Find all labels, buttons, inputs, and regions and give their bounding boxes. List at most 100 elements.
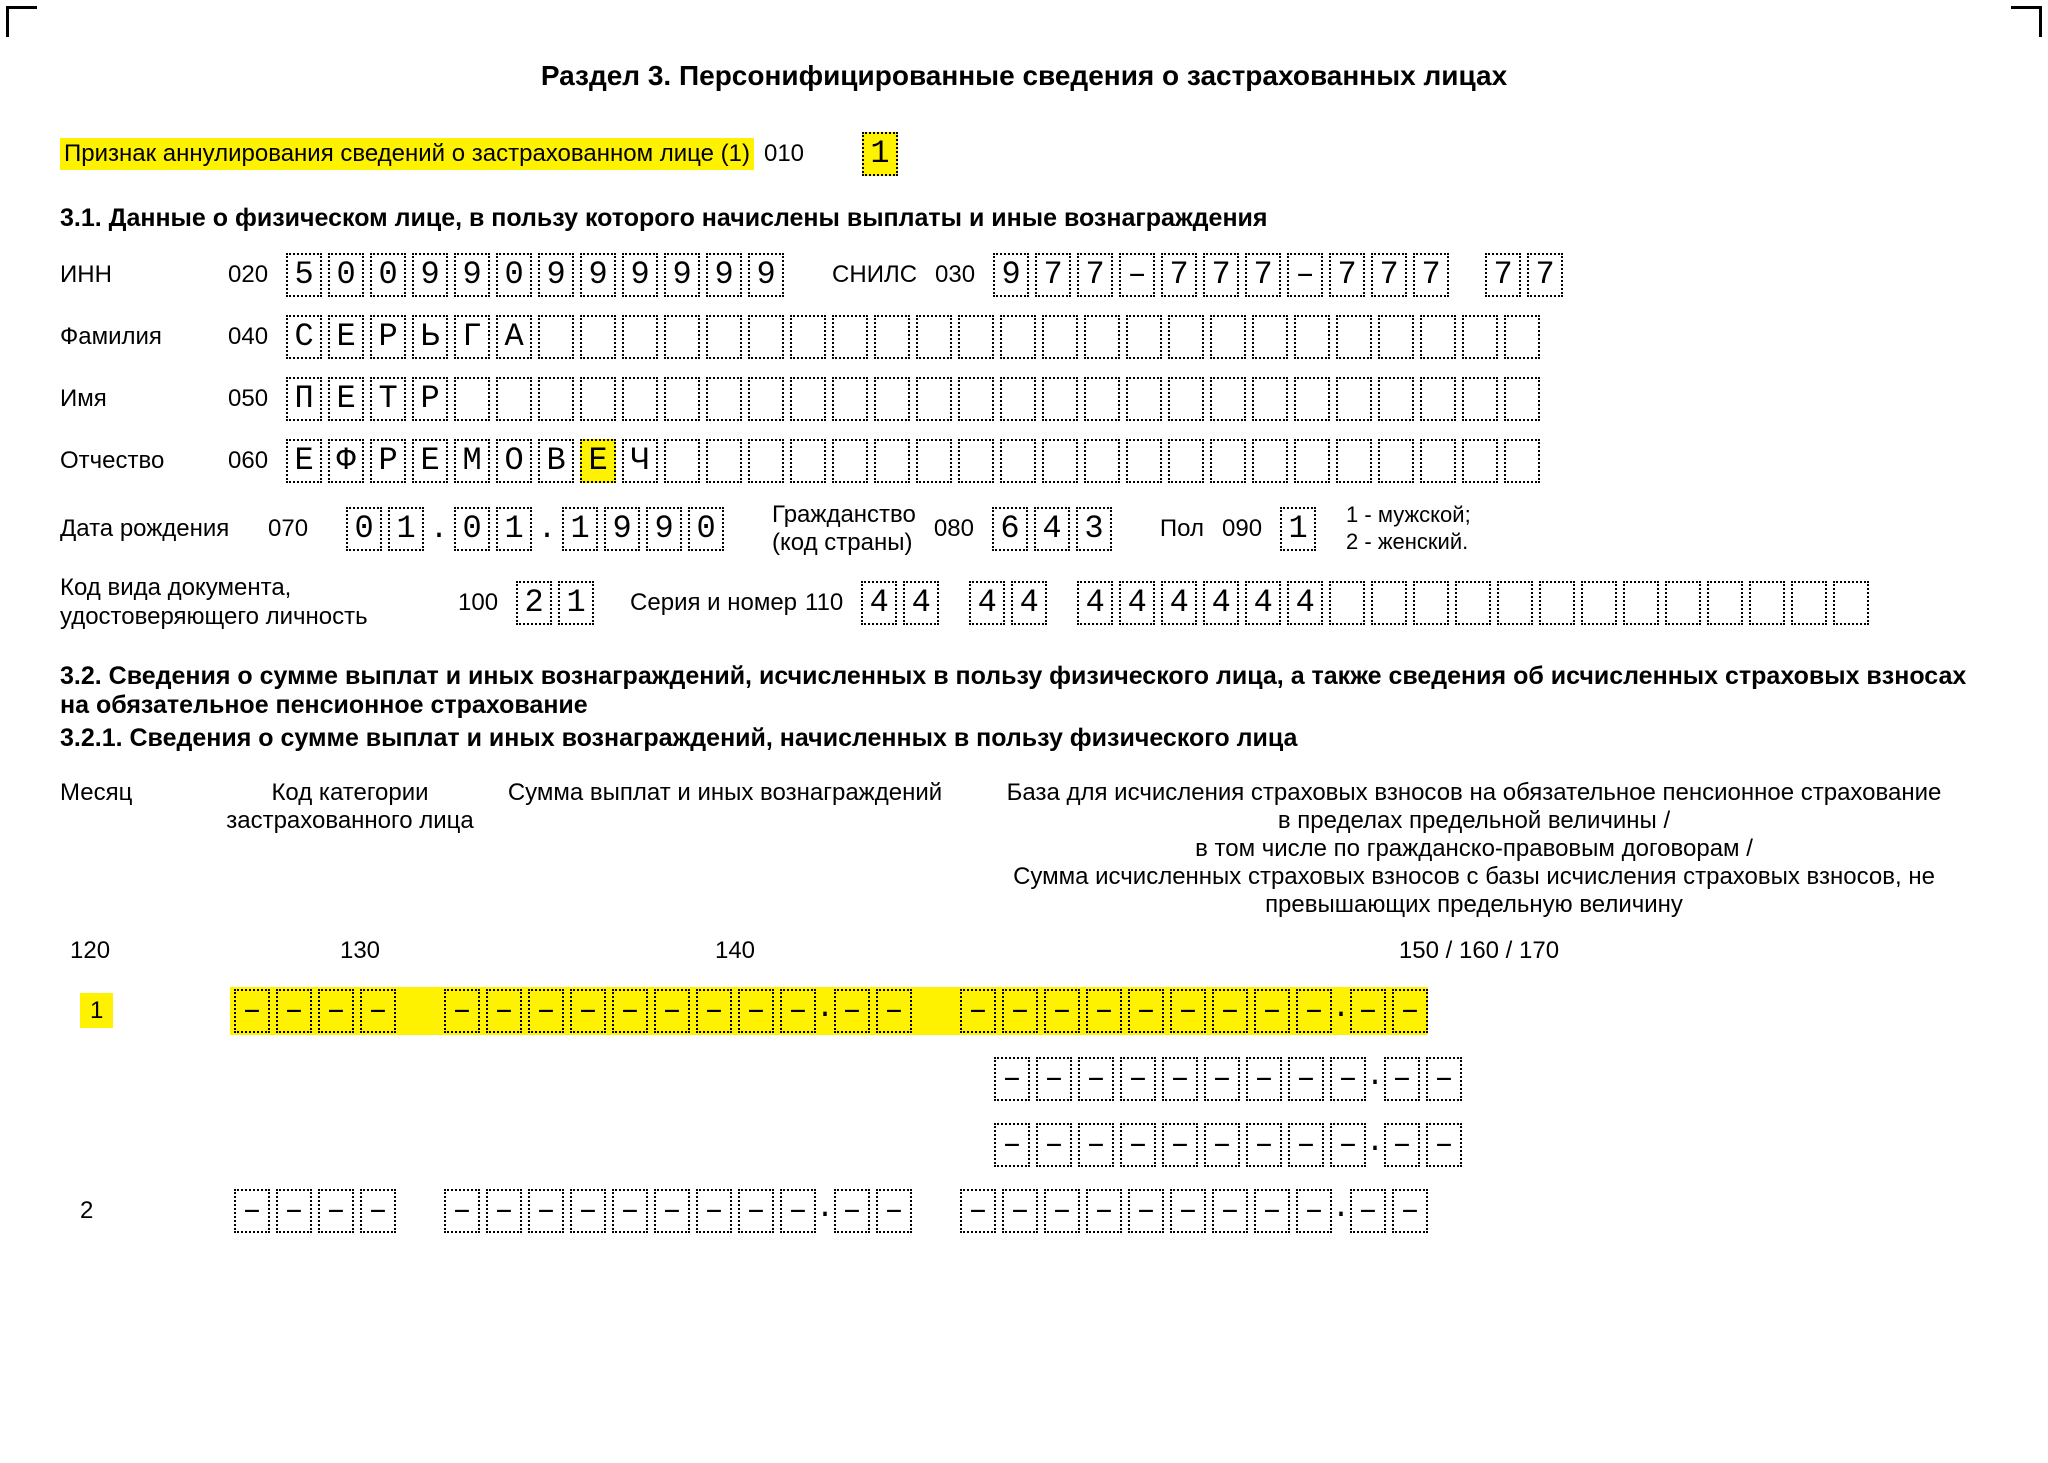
otch-label: Отчество (60, 447, 210, 475)
char-cell (1252, 315, 1288, 359)
char-cell: – (318, 1189, 354, 1233)
char-cell (916, 439, 952, 483)
dot-icon: . (1332, 1192, 1350, 1230)
char-cell (1126, 377, 1162, 421)
char-cell: 7 (1413, 253, 1449, 297)
char-cell: 4 (1203, 581, 1239, 625)
char-cell (1168, 439, 1204, 483)
char-cell (1581, 581, 1617, 625)
char-cell: – (1212, 1189, 1248, 1233)
char-cell: – (780, 989, 816, 1033)
char-cell (1210, 377, 1246, 421)
char-cell (1623, 581, 1659, 625)
char-cell: – (444, 989, 480, 1033)
section-title: Раздел 3. Персонифицированные сведения о… (60, 60, 1988, 92)
dob-code: 070 (268, 515, 308, 543)
char-cell (874, 439, 910, 483)
char-cell: 7 (1245, 253, 1281, 297)
name-row: Имя 050 ПЕТР (60, 377, 1988, 421)
char-cell: Е (328, 315, 364, 359)
name-code: 050 (228, 385, 268, 413)
char-cell: 7 (1485, 253, 1521, 297)
sex-value-cell: 1 (1280, 507, 1316, 551)
char-cell: – (1086, 1189, 1122, 1233)
char-cell: Ф (328, 439, 364, 483)
char-cell: – (1119, 253, 1155, 297)
char-cell: – (1384, 1123, 1420, 1167)
char-cell: – (612, 989, 648, 1033)
char-cell: 0 (346, 507, 382, 551)
section-3-1-head: 3.1. Данные о физическом лице, в пользу … (60, 204, 1988, 233)
m1-sum-dec-cells: –– (834, 989, 912, 1033)
char-cell: – (1078, 1057, 1114, 1101)
char-cell (622, 377, 658, 421)
char-cell: – (1002, 989, 1038, 1033)
dot-icon: . (538, 507, 556, 551)
char-cell: – (1170, 989, 1206, 1033)
char-cell: М (454, 439, 490, 483)
char-cell: – (1120, 1057, 1156, 1101)
char-cell: 3 (1076, 507, 1112, 551)
char-cell (1210, 439, 1246, 483)
char-cell: 1 (558, 581, 594, 625)
char-cell: 4 (1011, 581, 1047, 625)
m1-160-dec-cells: –– (1384, 1057, 1462, 1101)
char-cell (958, 315, 994, 359)
char-cell: 5 (286, 253, 322, 297)
char-cell: – (444, 1189, 480, 1233)
citizen-cells: 643 (992, 507, 1112, 551)
char-cell (1336, 377, 1372, 421)
char-cell (748, 315, 784, 359)
char-cell: Е (328, 377, 364, 421)
char-cell (538, 377, 574, 421)
char-cell: 4 (1287, 581, 1323, 625)
otch-cells: ЕФРЕМОВЕЧ (286, 439, 1540, 483)
char-cell: 9 (706, 253, 742, 297)
char-cell: – (486, 1189, 522, 1233)
char-cell (1504, 377, 1540, 421)
char-cell: – (696, 989, 732, 1033)
char-cell: – (1288, 1057, 1324, 1101)
char-cell: Т (370, 377, 406, 421)
char-cell: 9 (538, 253, 574, 297)
month-2-line-150: 2 –––– ––––––––– . –– ––––––––– . –– (60, 1189, 1988, 1233)
annul-label: Признак аннулирования сведений о застрах… (60, 138, 754, 170)
m2-base-dec-cells: –– (1350, 1189, 1428, 1233)
annul-code: 010 (764, 140, 804, 168)
char-cell (496, 377, 532, 421)
char-cell: 4 (969, 581, 1005, 625)
char-cell: – (528, 989, 564, 1033)
char-cell: 7 (1035, 253, 1071, 297)
doc-num-label: Серия и номер (630, 589, 797, 617)
char-cell (1252, 377, 1288, 421)
char-cell: – (1246, 1123, 1282, 1167)
form-page: Раздел 3. Персонифицированные сведения о… (0, 0, 2048, 1233)
char-cell: 4 (1119, 581, 1155, 625)
m2-sum-dec-cells: –– (834, 1189, 912, 1233)
char-cell (1168, 315, 1204, 359)
char-cell: – (654, 1189, 690, 1233)
snils-cells: 977–777–77777 (993, 253, 1563, 297)
char-cell: – (570, 1189, 606, 1233)
doc-type-label2: удостоверяющего личность (60, 603, 440, 632)
dot-icon: . (1332, 992, 1350, 1030)
char-cell: П (286, 377, 322, 421)
snils-label: СНИЛС (832, 261, 917, 289)
dot-icon: . (816, 992, 834, 1030)
char-cell: 7 (1527, 253, 1563, 297)
char-cell: 4 (903, 581, 939, 625)
citizen-sublabel: (код страны) (772, 529, 916, 557)
char-cell: 0 (454, 507, 490, 551)
doc-type-cells: 21 (516, 581, 594, 625)
char-cell: 9 (664, 253, 700, 297)
char-cell: – (276, 989, 312, 1033)
char-cell: 0 (370, 253, 406, 297)
dot-icon: . (816, 1192, 834, 1230)
char-cell: – (994, 1057, 1030, 1101)
char-cell: – (570, 989, 606, 1033)
th-base: База для исчисления страховых взносов на… (960, 779, 1988, 919)
sex-note-1: 1 - мужской; (1346, 502, 1471, 528)
m2-base-cells: ––––––––– (960, 1189, 1332, 1233)
fam-cells: СЕРЬГА (286, 315, 1540, 359)
char-cell (1042, 377, 1078, 421)
